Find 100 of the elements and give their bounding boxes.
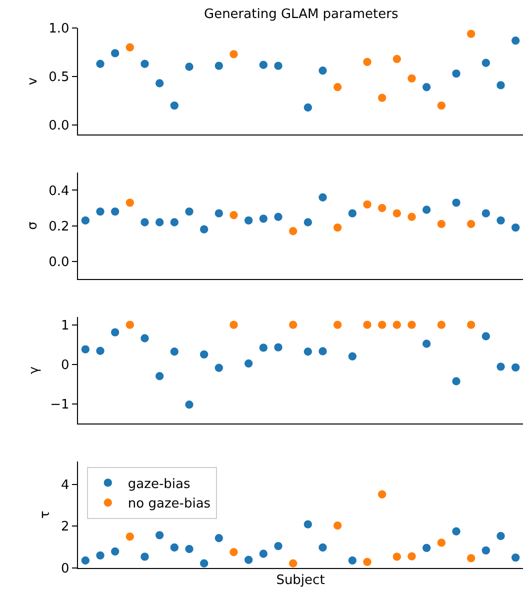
- point: [80, 556, 90, 566]
- point: [348, 208, 358, 218]
- point: [228, 49, 239, 60]
- point: [170, 346, 180, 357]
- point: [392, 54, 402, 64]
- point: [332, 82, 342, 92]
- point: [154, 78, 164, 88]
- point: [436, 320, 446, 330]
- point: [392, 552, 402, 562]
- point: [228, 210, 239, 220]
- point: [273, 60, 284, 71]
- y-axis-title: σ: [26, 222, 41, 230]
- point: [170, 100, 180, 110]
- y-tick-label: 0.5: [48, 70, 70, 86]
- y-tick-label: 0: [60, 562, 70, 577]
- point: [214, 208, 224, 218]
- point: [140, 333, 150, 344]
- y-axis-title: τ: [38, 510, 53, 519]
- point: [214, 362, 224, 373]
- point: [377, 203, 387, 213]
- point: [140, 552, 150, 562]
- point: [244, 358, 254, 368]
- chart-title: Generating GLAM parameters: [204, 7, 398, 22]
- y-tick-label: 4: [60, 478, 70, 493]
- point: [273, 541, 284, 551]
- x-axis-title: Subject: [276, 572, 325, 588]
- point: [80, 344, 90, 354]
- y-tick-label: −1: [50, 397, 70, 412]
- y-tick-label: 0.0: [48, 118, 70, 134]
- point: [258, 214, 268, 224]
- point: [318, 192, 328, 202]
- point: [318, 66, 328, 76]
- point: [481, 58, 491, 68]
- point: [95, 206, 106, 216]
- y-tick-label: 0.4: [48, 184, 70, 199]
- point: [303, 519, 313, 530]
- point: [273, 342, 284, 352]
- point: [288, 558, 298, 568]
- y-axis-title: γ: [27, 366, 42, 374]
- point: [303, 217, 313, 228]
- y-tick-label: 0.2: [48, 219, 70, 234]
- point: [125, 42, 135, 52]
- point: [436, 100, 446, 110]
- point: [288, 226, 298, 236]
- point: [95, 346, 106, 356]
- point: [95, 550, 106, 560]
- point: [406, 212, 417, 222]
- point: [362, 320, 372, 330]
- point: [422, 82, 432, 92]
- point: [170, 217, 180, 228]
- point: [214, 533, 224, 543]
- point: [332, 320, 342, 330]
- point: [436, 538, 446, 548]
- point: [110, 546, 120, 556]
- point: [273, 212, 284, 222]
- point: [362, 57, 372, 67]
- point: [318, 542, 328, 552]
- point: [466, 320, 476, 330]
- point: [496, 216, 506, 226]
- point: [288, 320, 298, 330]
- point: [466, 28, 476, 39]
- point: [95, 58, 106, 69]
- legend-label: gaze-bias: [128, 476, 190, 492]
- point: [244, 554, 254, 565]
- point: [362, 557, 372, 567]
- point: [258, 548, 268, 559]
- point: [214, 60, 224, 71]
- point: [348, 352, 358, 362]
- point: [125, 532, 135, 542]
- point: [406, 551, 417, 562]
- point: [422, 543, 432, 553]
- point: [466, 553, 476, 564]
- point: [140, 217, 150, 228]
- y-axis-title: v: [26, 77, 41, 86]
- point: [154, 371, 164, 382]
- point: [466, 219, 476, 229]
- legend-label: no gaze-bias: [128, 496, 211, 512]
- point: [377, 320, 387, 330]
- y-tick-label: 1.0: [48, 22, 70, 37]
- point: [451, 526, 462, 536]
- point: [154, 217, 164, 228]
- point: [170, 542, 180, 552]
- y-tick-label: 0.0: [48, 254, 70, 270]
- point: [110, 48, 120, 58]
- y-tick-label: 2: [60, 520, 70, 535]
- point: [228, 320, 239, 330]
- point: [451, 198, 462, 208]
- point: [481, 208, 491, 218]
- y-tick-label: 0: [60, 358, 70, 373]
- point: [510, 222, 520, 232]
- point: [258, 342, 268, 353]
- point: [184, 62, 194, 72]
- y-tick-label: 1: [60, 318, 70, 334]
- point: [80, 216, 90, 226]
- point: [184, 206, 194, 216]
- point: [348, 556, 358, 566]
- point: [184, 400, 194, 410]
- point: [510, 362, 520, 372]
- point: [496, 80, 506, 90]
- point: [125, 198, 135, 208]
